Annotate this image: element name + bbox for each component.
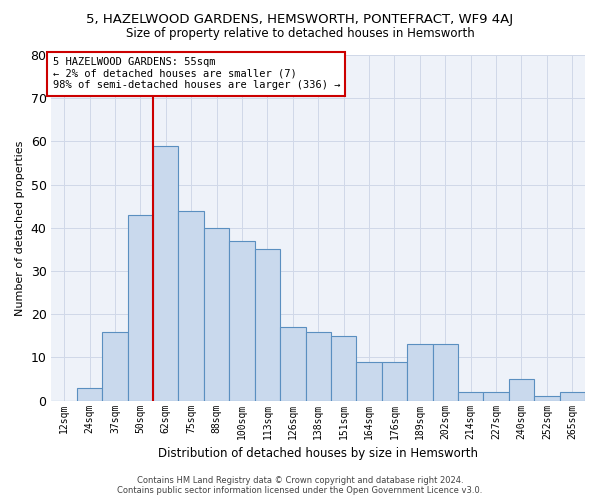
Bar [178,210,204,400]
Text: Size of property relative to detached houses in Hemsworth: Size of property relative to detached ho… [125,28,475,40]
Bar [458,392,484,400]
Bar [280,327,305,400]
X-axis label: Distribution of detached houses by size in Hemsworth: Distribution of detached houses by size … [158,447,478,460]
Bar [356,362,382,401]
Bar [433,344,458,401]
Text: 5 HAZELWOOD GARDENS: 55sqm
← 2% of detached houses are smaller (7)
98% of semi-d: 5 HAZELWOOD GARDENS: 55sqm ← 2% of detac… [53,57,340,90]
Bar [77,388,102,400]
Bar [204,228,229,400]
Text: Contains HM Land Registry data © Crown copyright and database right 2024.
Contai: Contains HM Land Registry data © Crown c… [118,476,482,495]
Bar [331,336,356,400]
Bar [560,392,585,400]
Bar [305,332,331,400]
Bar [484,392,509,400]
Bar [102,332,128,400]
Bar [534,396,560,400]
Bar [509,379,534,400]
Bar [153,146,178,400]
Bar [382,362,407,401]
Bar [128,215,153,400]
Bar [229,241,254,400]
Bar [407,344,433,401]
Text: 5, HAZELWOOD GARDENS, HEMSWORTH, PONTEFRACT, WF9 4AJ: 5, HAZELWOOD GARDENS, HEMSWORTH, PONTEFR… [86,12,514,26]
Y-axis label: Number of detached properties: Number of detached properties [15,140,25,316]
Bar [254,250,280,400]
